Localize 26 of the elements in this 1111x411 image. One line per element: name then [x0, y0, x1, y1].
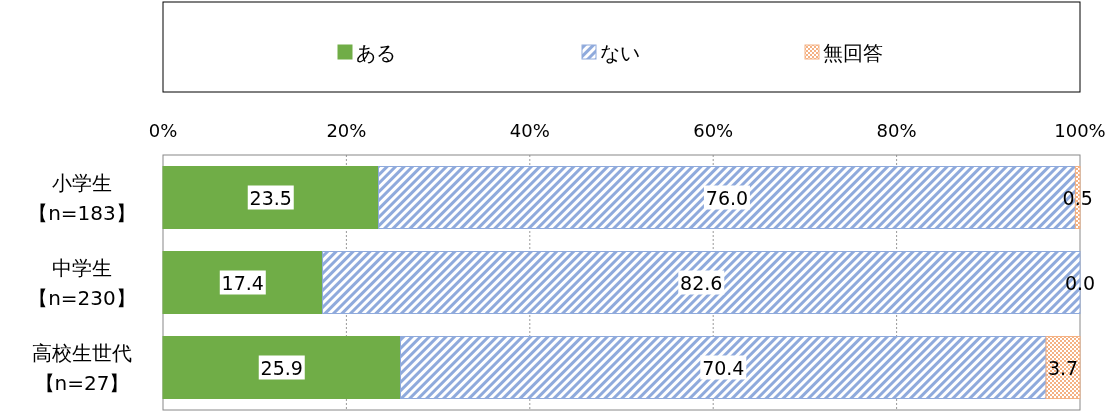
x-tick-label: 80% [876, 120, 917, 141]
y-tick-label: 高校生世代【n=27】 [31, 339, 133, 397]
data-label: 3.7 [1047, 356, 1079, 379]
data-label: 25.9 [260, 356, 303, 379]
x-tick-label: 20% [326, 120, 367, 141]
bar [162, 336, 401, 399]
data-label: 76.0 [705, 186, 749, 209]
bar [162, 251, 324, 314]
data-label: 17.4 [221, 271, 264, 294]
x-tick-label: 0% [148, 120, 178, 141]
y-tick-label: 中学生【n=230】 [27, 254, 137, 312]
data-label: 0.0 [1064, 271, 1096, 294]
data-label: 23.5 [249, 186, 292, 209]
legend-label: ない [600, 41, 640, 65]
legend-label: ある [356, 41, 396, 65]
data-label: 70.4 [702, 356, 745, 379]
data-label: 0.5 [1062, 186, 1093, 209]
x-tick-label: 100% [1054, 120, 1106, 141]
bar [400, 336, 1047, 399]
data-label: 82.6 [680, 271, 723, 294]
bar [162, 166, 379, 229]
legend-label: 無回答 [823, 41, 883, 65]
bar [1045, 336, 1081, 399]
x-tick-label: 40% [509, 120, 550, 141]
x-tick-label: 60% [693, 120, 734, 141]
y-tick-label: 小学生【n=183】 [27, 169, 137, 227]
